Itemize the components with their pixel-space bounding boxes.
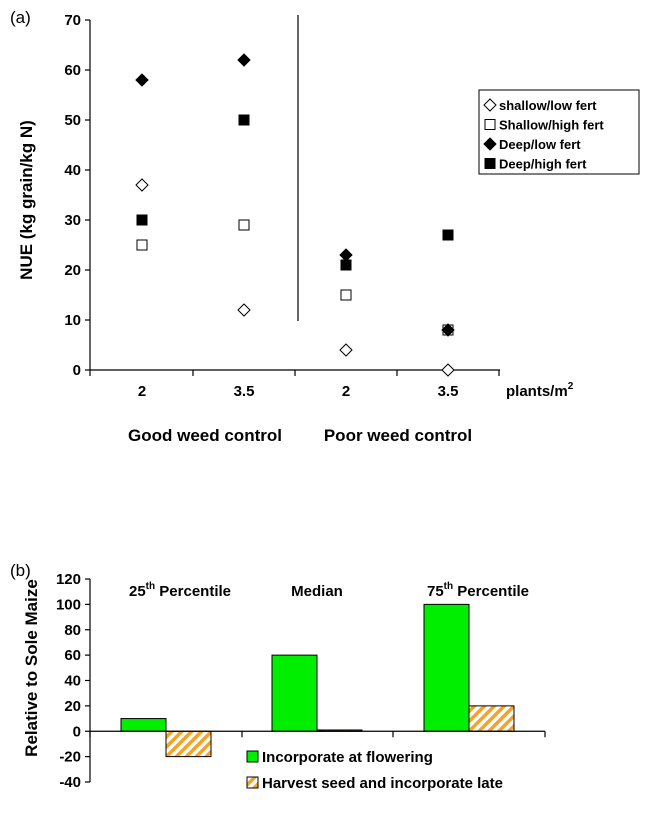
panel-a-data-point-diamond-open — [237, 303, 251, 317]
panel-a-data-point-square-open — [238, 219, 250, 231]
panel-a-legend-box — [478, 89, 640, 175]
panel-b-y-tick-label: 60 — [64, 647, 81, 664]
panel-a-group-label-poor: Poor weed control — [324, 426, 472, 445]
panel-b-bar-solid-green — [271, 654, 318, 732]
panel-a-data-point-square-open — [340, 289, 352, 301]
panel-a-data-point-diamond-filled — [237, 53, 251, 67]
panel-a-legend: shallow/low fert Shallow/high fert Deep/lo… — [478, 89, 640, 175]
panel-a-y-tick-label: 50 — [64, 112, 81, 129]
panel-a-legend-entry: Shallow/high fert — [499, 118, 604, 133]
panel-a-legend-marker-diamond-filled — [483, 137, 497, 151]
panel-a-data-point-square-filled — [238, 114, 250, 126]
panel-b-y-tick-label: 0 — [73, 723, 81, 740]
panel-a-data-point-diamond-filled — [339, 248, 353, 262]
panel-a-y-ticks: 0 10 20 30 40 50 60 70 — [64, 12, 90, 379]
panel-b-y-tick-label: -40 — [59, 774, 81, 791]
panel-b-y-axis-title: Relative to Sole Maize — [22, 579, 41, 757]
panel-b-y-ticks: -40 -20 0 20 40 60 80 100 120 — [56, 571, 90, 791]
panel-b-legend: Incorporate at flowering Harvest seed and… — [246, 749, 503, 792]
panel-a-data-point-square-filled — [442, 229, 454, 241]
panel-b-y-tick-label: 80 — [64, 622, 81, 639]
panel-a-data-point-square-filled — [136, 214, 148, 226]
panel-a-data-point-square-filled — [340, 259, 352, 271]
panel-a-legend-entry: Deep/high fert — [499, 157, 587, 172]
panel-a-y-tick-label: 20 — [64, 262, 81, 279]
panel-b-y-tick-label: 120 — [56, 571, 81, 588]
panel-b-y-tick-label: 20 — [64, 698, 81, 715]
panel-a-data-point-square-open — [136, 239, 148, 251]
panel-b-label: (b) — [10, 561, 31, 580]
panel-a-scatter-chart: (a) NUE (kg grain/kg N) 010203040506070 … — [10, 8, 640, 445]
panel-b-legend-entry: Harvest seed and incorporate late — [262, 775, 503, 792]
panel-a-x-axis-title: plants/m2 — [506, 381, 574, 400]
panel-a-y-tick-label: 60 — [64, 62, 81, 79]
panel-b-bar-orange-hatch — [165, 730, 212, 758]
panel-b-bar-orange-hatch — [468, 705, 515, 732]
panel-a-x-tick-label: 3.5 — [438, 383, 459, 400]
panel-b-category-label: Median — [291, 583, 343, 600]
panel-b-y-tick-label: 100 — [56, 596, 81, 613]
panel-b-category-labels: 25th Percentile Median 75th Percentile — [129, 581, 529, 600]
panel-a-data-point-diamond-open — [441, 363, 455, 377]
panel-a-legend-marker-square-filled — [484, 158, 496, 169]
panel-a-data-points — [135, 53, 455, 377]
panel-a-x-ticks: 2 3.5 2 3.5 — [89, 370, 500, 400]
panel-a-data-point-diamond-filled — [135, 73, 149, 87]
panel-b-bar-solid-green — [423, 603, 470, 732]
panel-a-y-tick-label: 40 — [64, 162, 81, 179]
panel-a-y-tick-label: 0 — [73, 362, 81, 379]
panel-a-data-point-diamond-open — [339, 343, 353, 357]
panel-a-axes — [89, 20, 500, 371]
panel-b-y-tick-label: -20 — [59, 749, 81, 766]
panel-a-data-point-diamond-open — [135, 178, 149, 192]
panel-b-legend-swatch — [246, 750, 259, 763]
panel-a-data-point-diamond-filled — [441, 323, 455, 337]
panel-b-legend-swatch — [246, 776, 259, 789]
panel-a-legend-marker-square-open — [484, 119, 496, 130]
panel-a-y-tick-label: 30 — [64, 212, 81, 229]
panel-a-group-label-good: Good weed control — [128, 426, 282, 445]
panel-b-y-tick-label: 40 — [64, 673, 81, 690]
panel-b-category-label: 75th Percentile — [427, 581, 529, 600]
panel-a-legend-entry: shallow/low fert — [499, 98, 597, 113]
panel-a-x-tick-label: 2 — [342, 383, 350, 400]
panel-a-legend-entry: Deep/low fert — [499, 137, 581, 152]
panel-a-x-tick-label: 2 — [138, 383, 146, 400]
panel-a-y-tick-label: 70 — [64, 12, 81, 29]
panel-b-category-label: 25th Percentile — [129, 581, 231, 600]
panel-a-y-axis-title: NUE (kg grain/kg N) — [17, 120, 36, 280]
panel-b-legend-entry: Incorporate at flowering — [262, 749, 433, 766]
panel-a-label: (a) — [10, 8, 31, 27]
panel-a-x-tick-label: 3.5 — [234, 383, 255, 400]
panel-a-y-tick-label: 10 — [64, 312, 81, 329]
panel-b-bar-solid-green — [120, 718, 167, 732]
panel-a-legend-marker-diamond-open — [483, 98, 497, 112]
panel-b-bars — [120, 603, 515, 758]
panel-b-axes — [89, 579, 546, 782]
panel-b-bar-chart: (b) Relative to Sole Maize -40 -20 0 20 40 60… — [10, 561, 546, 792]
